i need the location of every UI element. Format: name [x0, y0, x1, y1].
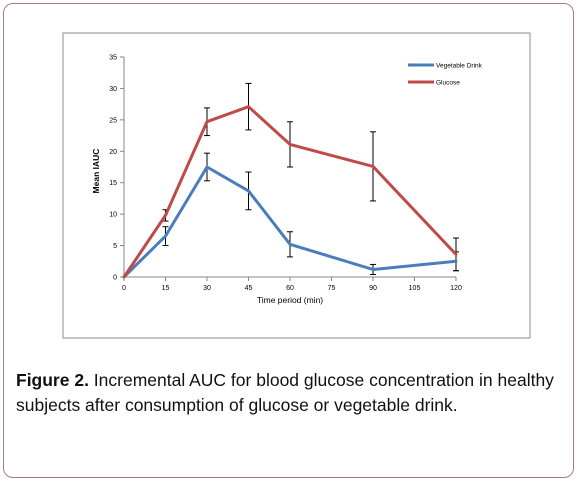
legend-label: Vegetable Drink: [436, 63, 483, 70]
x-tick-label: 15: [162, 285, 170, 292]
axes: 0 5 10 15 20 25 30 35 0 15 30 45 60 75 90 105 120: [109, 55, 462, 293]
y-tick-label: 35: [109, 55, 117, 62]
x-tick-label: 30: [203, 285, 211, 292]
x-tick-label: 90: [369, 285, 377, 292]
x-tick-label: 105: [409, 285, 421, 292]
y-tick-label: 15: [109, 180, 117, 187]
series-lines: [122, 105, 458, 279]
series-line-vegetable-drink: [122, 165, 458, 279]
y-tick-label: 30: [109, 86, 117, 93]
y-tick-label: 5: [113, 243, 117, 250]
legend: Vegetable Drink Glucose: [408, 63, 483, 87]
figure-caption: Figure 2. Incremental AUC for blood gluc…: [16, 368, 568, 418]
legend-item: Glucose: [408, 80, 460, 87]
x-tick-label: 120: [450, 285, 462, 292]
caption-text: Incremental AUC for blood glucose concen…: [16, 370, 554, 415]
x-axis-label: Time period (min): [257, 295, 323, 305]
x-tick-label: 45: [245, 285, 253, 292]
y-tick-label: 0: [113, 275, 117, 282]
x-tick-label: 60: [286, 285, 294, 292]
caption-label: Figure 2.: [16, 370, 89, 390]
legend-label: Glucose: [436, 80, 460, 87]
y-tick-label: 25: [109, 117, 117, 124]
y-tick-label: 20: [109, 149, 117, 156]
series-line-glucose: [122, 105, 458, 279]
chart: 0 5 10 15 20 25 30 35 0 15 30 45 60 75 90 105 120 Vegeta…: [62, 32, 531, 339]
chart-container: 0 5 10 15 20 25 30 35 0 15 30 45 60 75 90 105 120 Vegeta…: [62, 32, 531, 339]
x-tick-label: 75: [328, 285, 336, 292]
y-axis-label: Mean IAUC: [91, 149, 101, 194]
y-tick-label: 10: [109, 212, 117, 219]
legend-item: Vegetable Drink: [408, 63, 483, 70]
chart-border: [62, 32, 531, 339]
x-tick-label: 0: [122, 285, 126, 292]
